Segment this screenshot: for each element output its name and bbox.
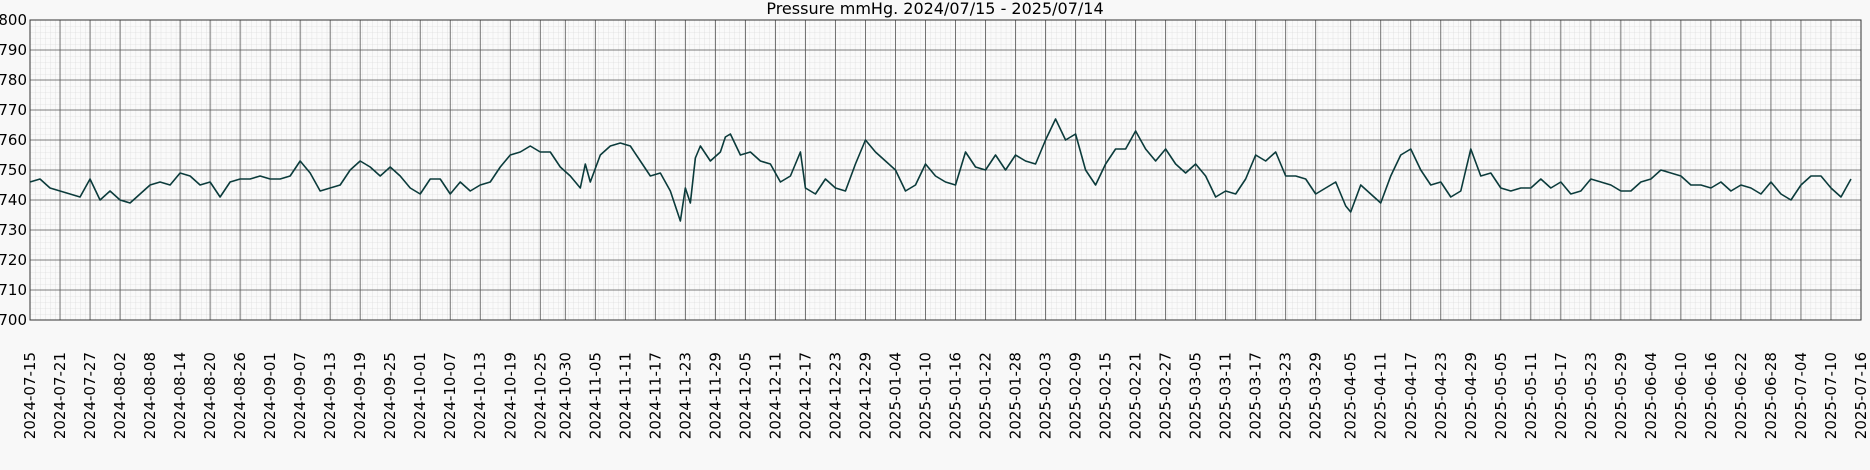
- y-tick-label: 790: [0, 41, 27, 59]
- x-tick-label: 2024-07-27: [81, 352, 99, 439]
- x-tick-label: 2025-02-27: [1157, 352, 1175, 439]
- x-tick-label: 2024-11-05: [586, 352, 604, 439]
- x-tick-label: 2025-07-10: [1822, 352, 1840, 439]
- x-tick-label: 2025-06-16: [1702, 352, 1720, 439]
- x-tick-label: 2025-02-03: [1037, 352, 1055, 439]
- x-tick-label: 2024-10-30: [556, 352, 574, 439]
- x-tick-label: 2024-10-07: [441, 352, 459, 439]
- y-tick-label: 740: [0, 191, 27, 209]
- y-tick-label: 700: [0, 311, 27, 329]
- chart-title: Pressure mmHg. 2024/07/15 - 2025/07/14: [766, 0, 1103, 18]
- x-tick-label: 2025-05-05: [1492, 352, 1510, 439]
- x-tick-label: 2024-08-02: [111, 352, 129, 439]
- x-tick-label: 2025-03-11: [1217, 352, 1235, 439]
- x-tick-label: 2024-12-23: [826, 352, 844, 439]
- x-tick-label: 2025-04-11: [1372, 352, 1390, 439]
- x-tick-label: 2025-01-16: [947, 352, 965, 439]
- x-tick-label: 2024-10-19: [501, 352, 519, 439]
- x-tick-label: 2025-02-15: [1097, 352, 1115, 439]
- x-tick-label: 2025-03-17: [1247, 352, 1265, 439]
- y-tick-label: 710: [0, 281, 27, 299]
- x-tick-label: 2025-04-23: [1432, 352, 1450, 439]
- x-tick-label: 2024-12-05: [736, 352, 754, 439]
- x-tick-label: 2025-01-10: [916, 352, 934, 439]
- x-tick-label: 2025-05-11: [1522, 352, 1540, 439]
- y-tick-label: 730: [0, 221, 27, 239]
- x-tick-label: 2024-08-26: [231, 352, 249, 439]
- x-tick-label: 2024-11-29: [706, 352, 724, 439]
- x-tick-label: 2024-12-29: [856, 352, 874, 439]
- x-tick-label: 2025-06-22: [1732, 352, 1750, 439]
- x-tick-label: 2024-09-01: [261, 352, 279, 439]
- x-tick-label: 2024-07-21: [51, 352, 69, 439]
- x-tick-label: 2025-02-09: [1067, 352, 1085, 439]
- x-tick-label: 2025-04-05: [1342, 352, 1360, 439]
- x-tick-label: 2025-02-21: [1127, 352, 1145, 439]
- x-tick-label: 2025-03-05: [1187, 352, 1205, 439]
- x-tick-label: 2025-01-22: [977, 352, 995, 439]
- x-tick-label: 2024-10-25: [531, 352, 549, 439]
- x-tick-label: 2025-01-04: [886, 352, 904, 439]
- y-tick-label: 780: [0, 71, 27, 89]
- x-tick-label: 2025-06-28: [1762, 352, 1780, 439]
- x-tick-label: 2025-04-17: [1402, 352, 1420, 439]
- y-tick-label: 750: [0, 161, 27, 179]
- x-tick-label: 2025-05-29: [1612, 352, 1630, 439]
- x-tick-label: 2024-09-07: [291, 352, 309, 439]
- pressure-line: [29, 118, 1852, 222]
- x-tick-label: 2025-05-23: [1582, 352, 1600, 439]
- y-tick-label: 800: [0, 11, 27, 29]
- x-tick-label: 2024-09-25: [381, 352, 399, 439]
- y-tick-label: 720: [0, 251, 27, 269]
- x-tick-label: 2024-12-17: [796, 352, 814, 439]
- x-tick-label: 2024-11-17: [646, 352, 664, 439]
- x-tick-label: 2024-09-19: [351, 352, 369, 439]
- x-tick-label: 2025-06-04: [1642, 352, 1660, 439]
- x-tick-label: 2024-09-13: [321, 352, 339, 439]
- x-tick-label: 2024-10-13: [471, 352, 489, 439]
- x-tick-label: 2025-01-28: [1007, 352, 1025, 439]
- x-tick-label: 2024-08-20: [201, 352, 219, 439]
- x-tick-label: 2024-08-08: [141, 352, 159, 439]
- y-tick-label: 760: [0, 131, 27, 149]
- x-tick-label: 2024-07-15: [21, 352, 39, 439]
- x-tick-label: 2025-03-23: [1277, 352, 1295, 439]
- plot-border: [29, 19, 1862, 321]
- x-tick-label: 2024-11-23: [676, 352, 694, 439]
- x-tick-label: 2024-12-11: [766, 352, 784, 439]
- x-tick-label: 2024-11-11: [616, 352, 634, 439]
- x-tick-label: 2025-03-29: [1307, 352, 1325, 439]
- x-tick-label: 2025-05-17: [1552, 352, 1570, 439]
- x-tick-label: 2025-07-04: [1792, 352, 1810, 439]
- x-tick-label: 2025-04-29: [1462, 352, 1480, 439]
- x-tick-label: 2025-07-16: [1852, 352, 1870, 439]
- x-tick-label: 2024-08-14: [171, 352, 189, 439]
- y-tick-label: 770: [0, 101, 27, 119]
- x-tick-label: 2024-10-01: [411, 352, 429, 439]
- x-tick-label: 2025-06-10: [1672, 352, 1690, 439]
